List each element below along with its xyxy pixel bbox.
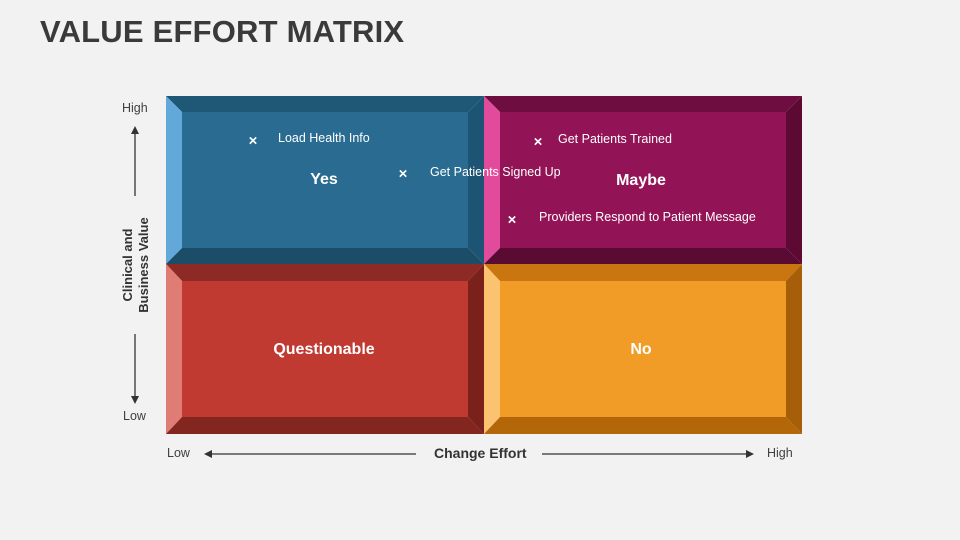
quadrant-maybe: Maybe xyxy=(484,96,802,264)
quadrant-no-shape xyxy=(484,264,802,434)
y-axis-title-line2: Business Value xyxy=(136,217,151,313)
quadrant-yes: Yes xyxy=(166,96,484,264)
quadrant-label-no: No xyxy=(630,341,652,358)
item-label-get-patients-signed-up: Get Patients Signed Up xyxy=(430,165,561,179)
item-marker-get-patients-signed-up: × xyxy=(398,165,408,183)
item-label-providers-respond: Providers Respond to Patient Message xyxy=(539,210,756,224)
quadrant-label-maybe: Maybe xyxy=(616,172,666,189)
quadrant-questionable-shape xyxy=(166,264,484,434)
quadrant-yes-shape xyxy=(166,96,484,264)
x-axis-title: Change Effort xyxy=(434,445,527,461)
quadrant-questionable: Questionable xyxy=(166,264,484,434)
page-title: VALUE EFFORT MATRIX xyxy=(40,14,405,49)
quadrant-label-questionable: Questionable xyxy=(273,341,375,358)
item-marker-load-health-info: × xyxy=(248,132,258,150)
quadrant-no: No xyxy=(484,264,802,434)
quadrant-label-yes: Yes xyxy=(310,171,338,188)
y-axis-high-label: High xyxy=(122,101,148,115)
y-axis-title: Clinical and Business Value xyxy=(120,205,152,325)
quadrant-maybe-shape xyxy=(484,96,802,264)
x-axis-high-label: High xyxy=(767,446,793,460)
item-label-get-patients-trained: Get Patients Trained xyxy=(558,132,672,146)
item-label-load-health-info: Load Health Info xyxy=(278,131,370,145)
x-axis-low-label: Low xyxy=(167,446,190,460)
item-marker-providers-respond: × xyxy=(507,211,517,229)
y-axis-title-line1: Clinical and xyxy=(120,228,135,302)
y-axis-low-label: Low xyxy=(123,409,146,423)
item-marker-get-patients-trained: × xyxy=(533,133,543,151)
